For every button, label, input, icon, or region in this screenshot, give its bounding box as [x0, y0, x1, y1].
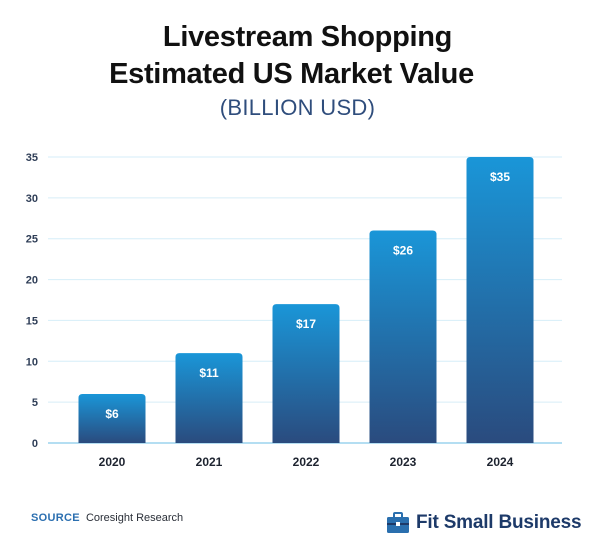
y-tick-label: 35 — [26, 152, 38, 164]
data-label-2022: $17 — [296, 317, 316, 331]
data-label-2021: $11 — [199, 366, 219, 380]
bar-2024 — [466, 157, 534, 443]
data-label-2024: $35 — [490, 170, 510, 184]
y-tick-label: 20 — [26, 275, 38, 287]
y-tick-label: 30 — [26, 193, 38, 205]
source-key: SOURCE — [31, 512, 80, 524]
chart-title-line-1: Livestream Shopping — [162, 21, 453, 53]
briefcase-icon — [387, 512, 409, 533]
data-label-2020: $6 — [105, 407, 119, 421]
source-note: SOURCE Coresight Research — [31, 512, 183, 524]
bars — [78, 157, 534, 443]
bar-2021 — [175, 353, 243, 443]
source-text: Coresight Research — [85, 512, 184, 524]
y-tick-label: 0 — [32, 438, 38, 450]
labels: 0 5 10 15 20 25 30 35 $6 2020 $11 2021 $17 2022 $26 202… — [26, 152, 514, 469]
brand-logo: Fit Small Business — [386, 508, 582, 538]
chart-title-line-2: Estimated US Market Value — [109, 58, 474, 90]
bar-2023 — [369, 230, 437, 443]
y-tick-label: 5 — [32, 397, 38, 409]
y-tick-label: 10 — [26, 356, 38, 368]
bar-2022 — [272, 304, 340, 443]
bar-2020 — [78, 393, 146, 443]
chart-subtitle: (BILLION USD) — [219, 95, 376, 120]
x-tick-label-2023: 2023 — [390, 455, 417, 469]
y-tick-label: 25 — [26, 234, 38, 246]
x-tick-label-2024: 2024 — [487, 455, 514, 469]
logo-text: Fit Small Business — [416, 512, 582, 533]
x-tick-label-2021: 2021 — [196, 455, 223, 469]
x-tick-label-2020: 2020 — [99, 455, 126, 469]
data-label-2023: $26 — [393, 244, 413, 258]
y-tick-label: 15 — [26, 315, 38, 327]
x-tick-label-2022: 2022 — [293, 455, 320, 469]
